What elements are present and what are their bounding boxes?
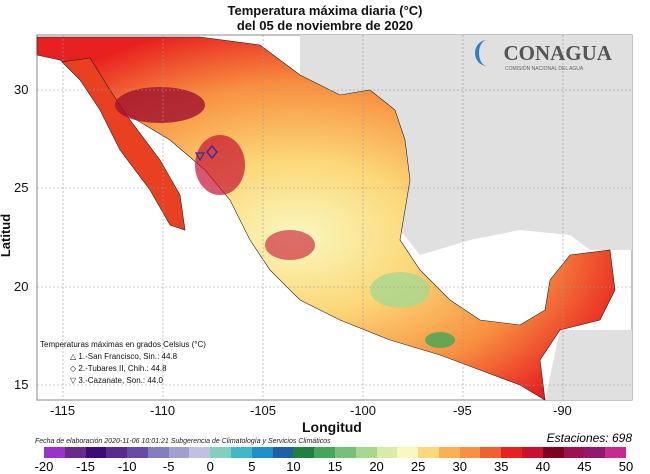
colorbar-bin <box>147 447 169 458</box>
colorbar-tick: -15 <box>76 459 95 474</box>
stations-legend: Temperaturas máximas en grados Celsius (… <box>40 340 206 385</box>
footer-note: Fecha de elaboración 2020-11-06 10:01:21… <box>35 438 331 445</box>
colorbar-bin <box>397 447 419 458</box>
colorbar-bin <box>210 447 232 458</box>
colorbar-bin <box>584 447 606 458</box>
colorbar-bin <box>355 447 377 458</box>
gray-land-south <box>545 330 632 400</box>
colorbar-bin <box>189 447 211 458</box>
colorbar-tick: 25 <box>410 459 426 474</box>
colorbar-bin <box>563 447 585 458</box>
colorbar <box>44 447 626 458</box>
colorbar-tick: 15 <box>327 459 343 474</box>
colorbar-bin <box>231 447 252 458</box>
colorbar-bin <box>334 447 356 458</box>
colorbar-tick: 35 <box>494 459 509 474</box>
colorbar-bin <box>438 447 460 458</box>
colorbar-tick: 40 <box>535 459 551 474</box>
map-title: Temperatura máxima diaria (°C) <box>227 3 423 18</box>
colorbar-tick: -10 <box>117 459 137 474</box>
colorbar-bin <box>314 447 335 458</box>
colorbar-bin <box>480 447 502 458</box>
colorbar-bin <box>85 447 107 458</box>
colorbar-tick: 20 <box>369 459 384 474</box>
conagua-logo-icon <box>475 40 499 66</box>
map-subtitle: del 05 de noviembre de 2020 <box>236 18 414 33</box>
colorbar-bin <box>106 447 128 458</box>
x-axis-label: Longitud <box>302 419 362 435</box>
colorbar-tick: 5 <box>248 459 256 474</box>
colorbar-bin <box>272 447 294 458</box>
colorbar-bin <box>127 447 148 458</box>
colorbar-bin <box>251 447 273 458</box>
colorbar-bin <box>44 447 65 458</box>
colorbar-tick: 30 <box>452 459 467 474</box>
conagua-logo: CONAGUA COMISIÓN NACIONAL DEL AGUA <box>475 40 612 72</box>
colorbar-bin <box>605 447 626 458</box>
colorbar-tick: -5 <box>162 459 175 474</box>
station-marker-tubares <box>206 144 218 160</box>
y-axis-label: Latitud <box>0 213 14 258</box>
colorbar-bin <box>293 447 315 458</box>
colorbar-bin <box>459 447 481 458</box>
gridlines <box>37 35 632 400</box>
colorbar-tick: 50 <box>618 459 634 474</box>
station-marker-cazanate <box>194 152 206 162</box>
stations-count: Estaciones: 698 <box>546 431 632 445</box>
colorbar-bin <box>521 447 543 458</box>
colorbar-bin <box>501 447 522 458</box>
colorbar-bin <box>168 447 190 458</box>
colorbar-bin <box>64 447 86 458</box>
colorbar-bin <box>376 447 398 458</box>
colorbar-bin <box>542 447 564 458</box>
colorbar-bin <box>418 447 439 458</box>
colorbar-tick: 45 <box>577 459 592 474</box>
colorbar-tick: 10 <box>286 459 301 474</box>
colorbar-tick: -20 <box>34 459 54 474</box>
colorbar-tick: 0 <box>206 459 214 474</box>
